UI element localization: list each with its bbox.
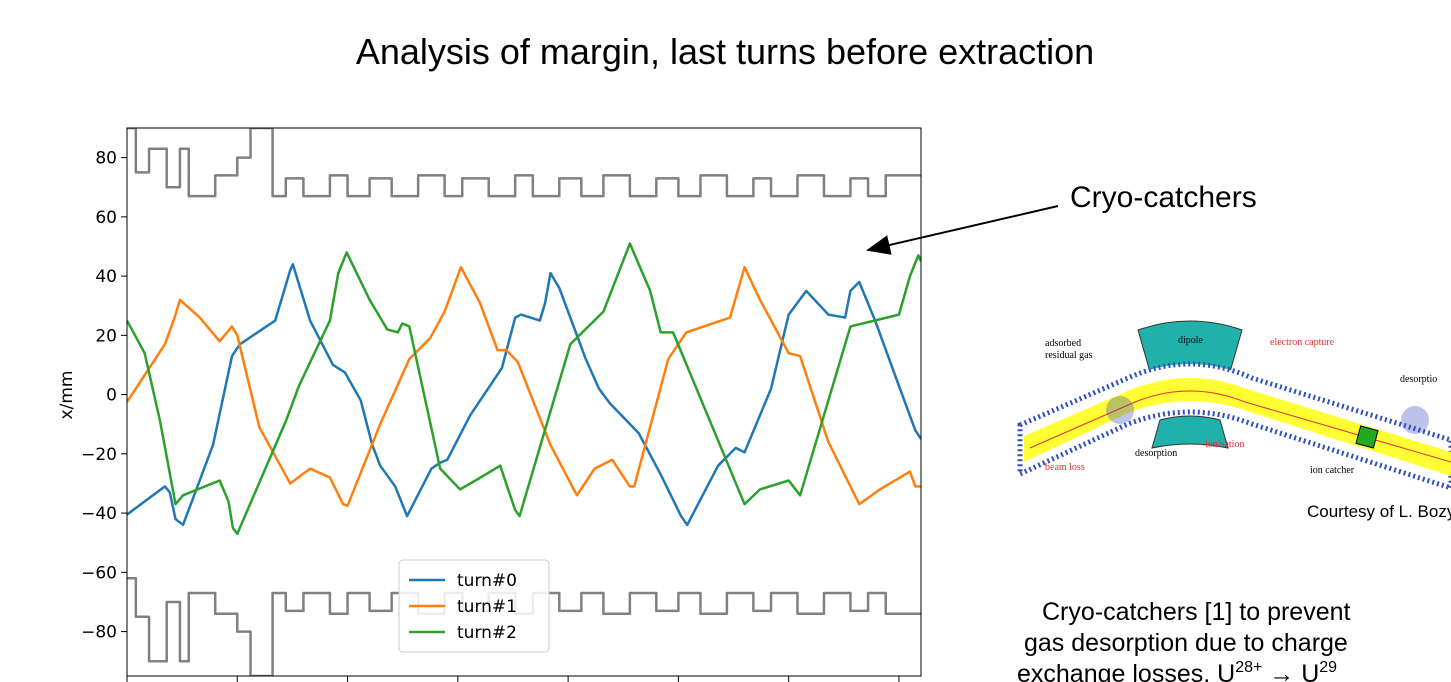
y-axis-label: x/mm [57,371,77,420]
legend-label: turn#1 [457,597,517,617]
legend-label: turn#0 [457,571,517,591]
desorption-cloud [1401,406,1429,434]
annotation-arrow [868,206,1058,250]
y-tick-label: 20 [95,326,117,346]
y-tick-label: 60 [95,208,117,228]
aperture-line [127,128,921,196]
diagram-label: ion catcher [1310,465,1355,476]
diagram-label: adsorbed [1045,338,1081,349]
y-tick-label: 0 [106,386,117,406]
slide: Analysis of margin, last turns before ex… [0,0,1451,682]
y-tick-label: 40 [95,267,117,287]
y-tick-label: −20 [81,445,117,465]
legend-label: turn#2 [457,623,517,643]
series-line [127,244,921,534]
credit: Courtesy of L. Bozy [1307,502,1451,521]
caption-sup: 28+ [1235,659,1262,676]
diagram: adsorbed residual gas dipole electron ca… [1020,321,1451,488]
diagram-label: dipole [1178,335,1204,346]
diagram-label: beam loss [1045,462,1085,473]
caption-sup: 29 [1319,659,1337,676]
diagram-label: ionisation [1205,439,1244,450]
series-line [127,267,921,505]
page: { "title": "Analysis of margin, last tur… [0,0,1451,682]
y-tick-label: 80 [95,149,117,169]
y-tick-label: −80 [81,623,117,643]
diagram-label: residual gas [1045,350,1093,361]
caption-line: gas desorption due to charge [1024,629,1348,657]
desorption-cloud [1106,396,1134,424]
caption-line: exchange losses, U [1017,660,1235,682]
y-tick-label: −40 [81,504,117,524]
ion-catcher [1356,426,1378,448]
diagram-label: desorptio [1400,374,1437,385]
slide-title: Analysis of margin, last turns before ex… [356,31,1094,72]
caption: Cryo-catchers [1] to prevent gas desorpt… [1017,598,1357,682]
chart: 806040200−20−40−60−800255075100125150175… [57,128,921,682]
diagram-label: electron capture [1270,337,1335,348]
annotation: Cryo-catchers [1070,181,1257,214]
diagram-label: desorption [1135,448,1177,459]
caption-arrow: → U [1262,660,1319,682]
caption-line: Cryo-catchers [1] to prevent [1042,598,1351,626]
y-tick-label: −60 [81,563,117,583]
